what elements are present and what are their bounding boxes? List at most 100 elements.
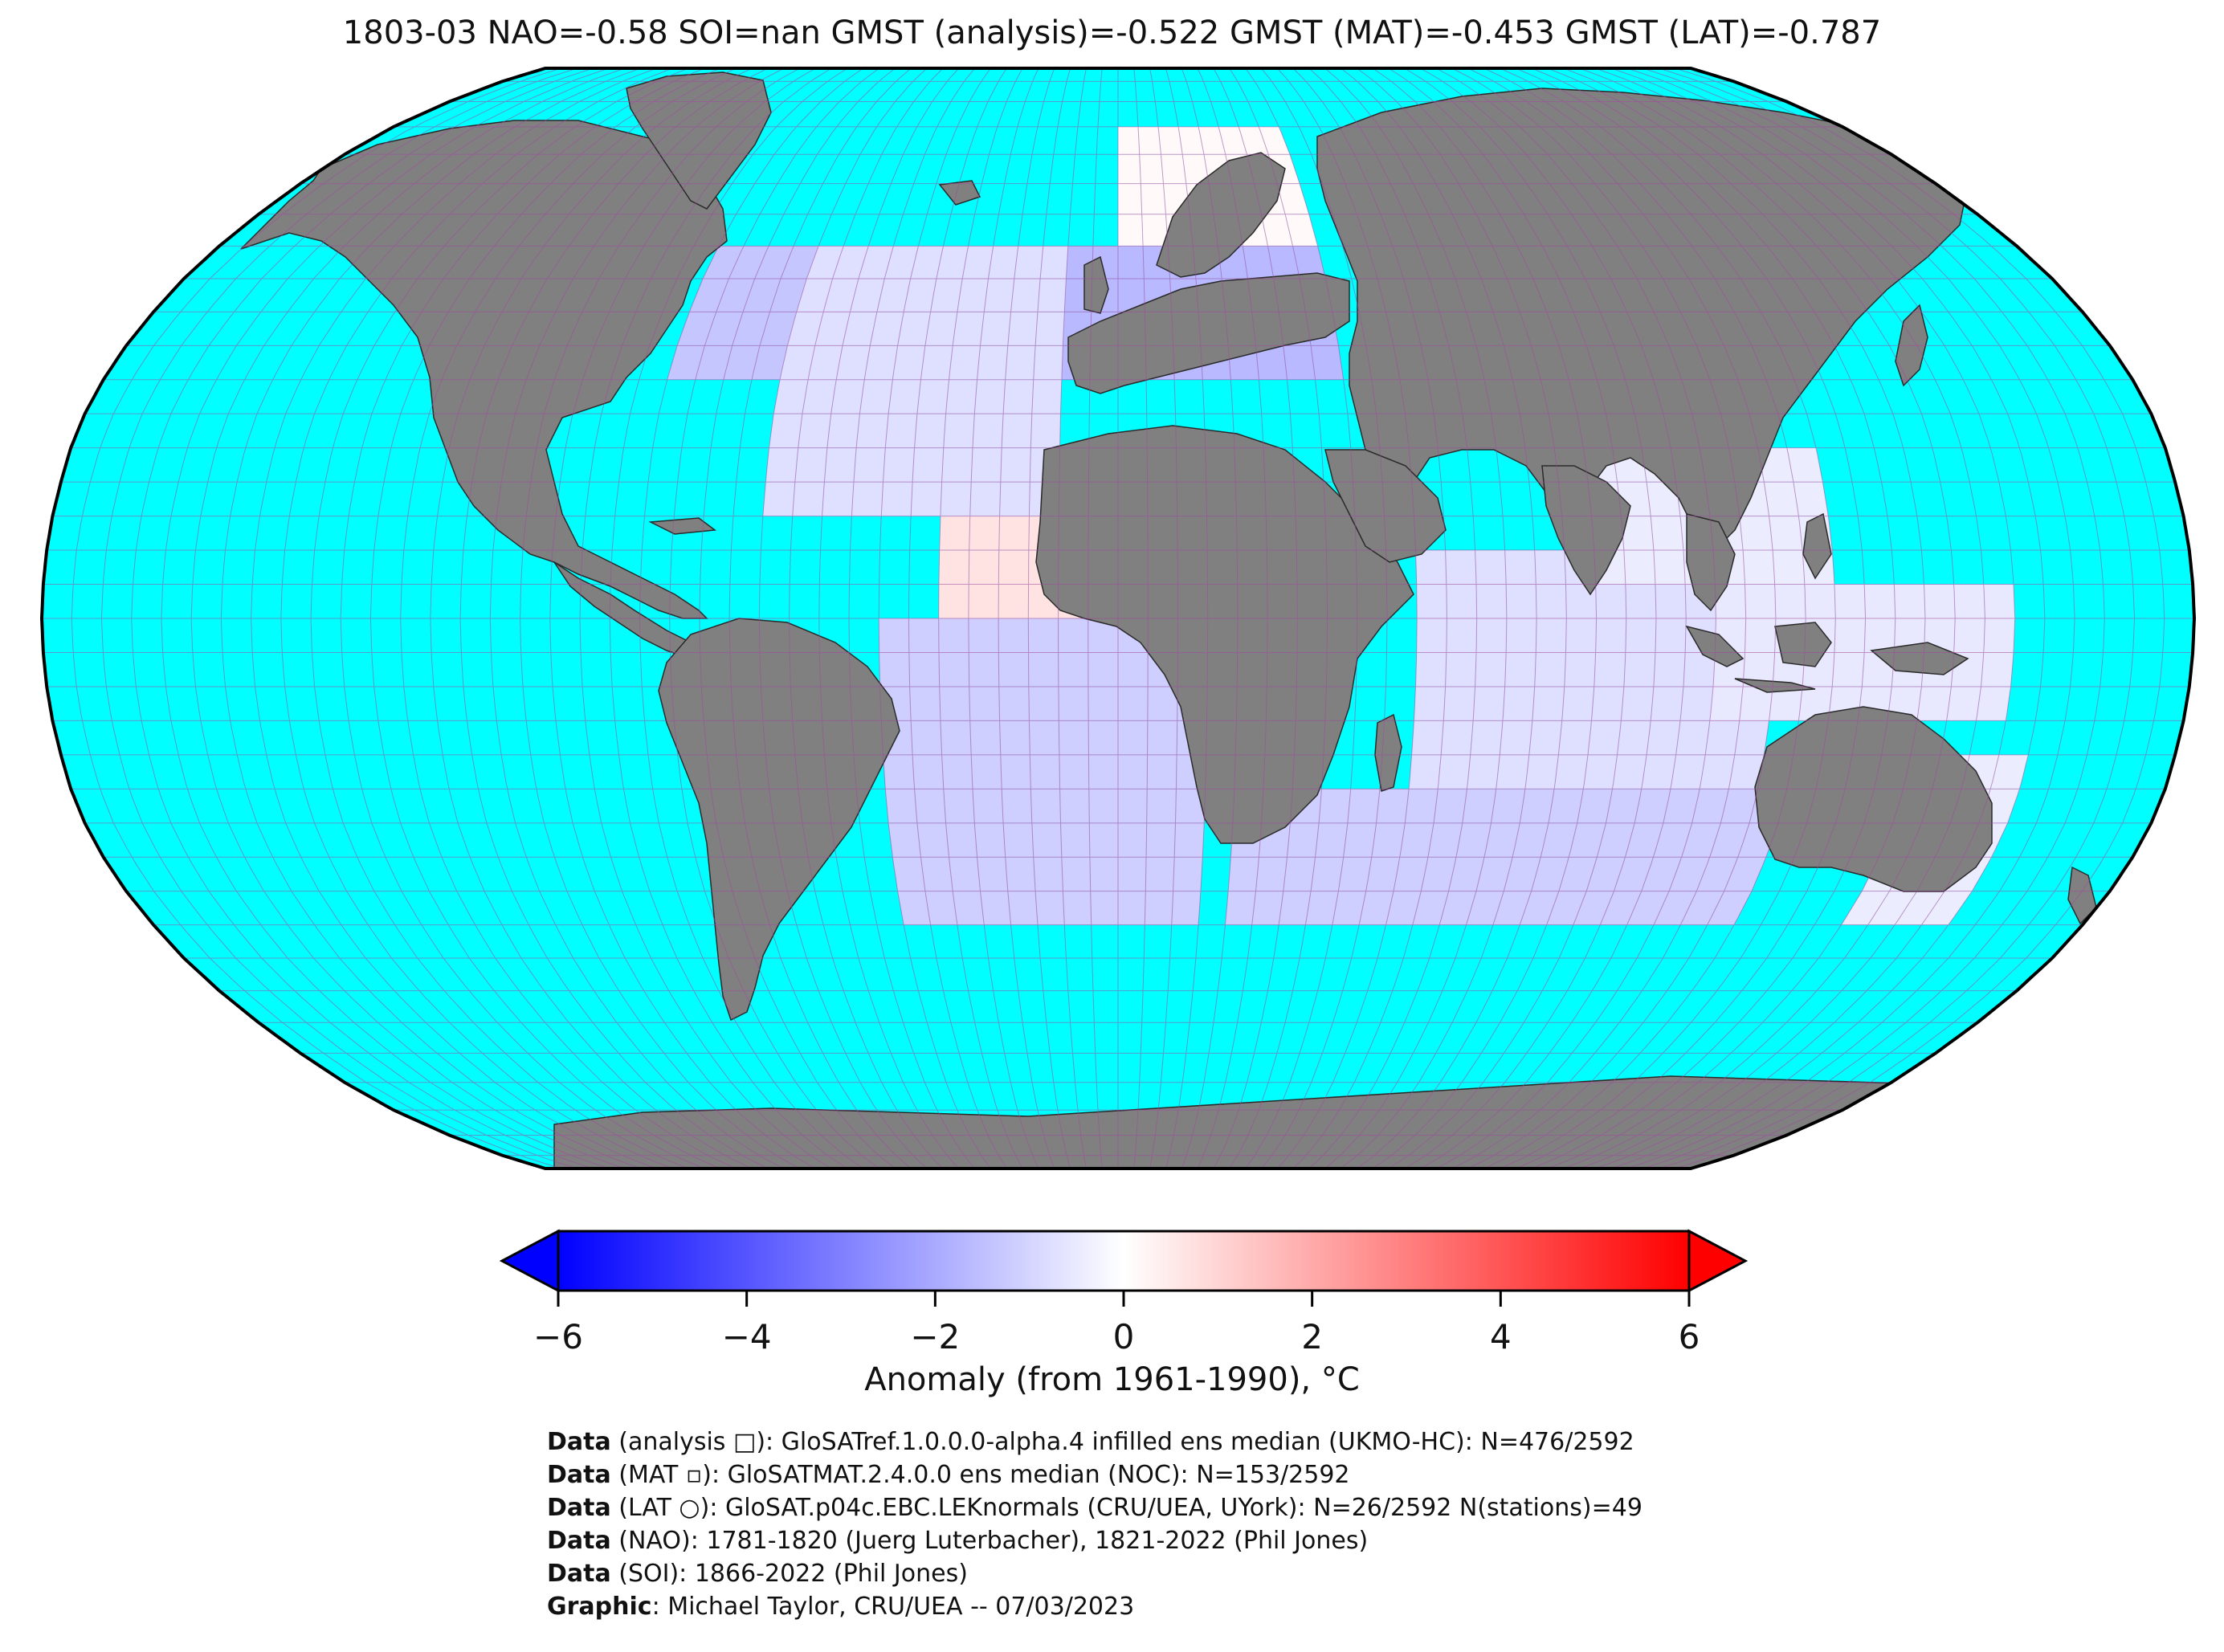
anomaly-cell [897,312,931,346]
anomaly-cell [1500,720,1532,755]
anomaly-cell [1946,686,1981,721]
anomaly-cell [1058,618,1088,653]
anomaly-cell [1005,857,1036,891]
anomaly-cell [1493,891,1532,925]
anomaly-cell [1484,822,1520,858]
anomaly-cell [1343,822,1377,858]
anomaly-cell [999,482,1030,516]
anomaly-cell [1174,822,1205,858]
colorbar-extend-high [1687,1229,1749,1293]
greenland [626,71,772,210]
anomaly-cell [1443,686,1475,721]
anomaly-cell [908,618,939,653]
globe-outline [39,67,2197,1170]
anomaly-cell [773,379,808,414]
north-america [240,120,728,619]
anomaly-cell [1175,789,1206,823]
anomaly-cell [1466,891,1504,925]
anomaly-cell [1319,789,1351,823]
anomaly-cell [1728,754,1765,789]
anomaly-cell [732,312,770,346]
anomaly-cell [1255,345,1287,380]
anomaly-cell [1088,720,1118,755]
anomaly-cell [796,278,833,312]
anomaly-cell [1198,126,1226,155]
colorbar-tick-label: −2 [910,1317,961,1356]
anomaly-cell [968,584,999,618]
anomaly-cell [1739,516,1773,551]
anomaly-cell [1371,822,1406,858]
anomaly-cell [939,516,970,551]
anomaly-cell [968,618,999,653]
anomaly-cell [1594,652,1626,687]
anomaly-cell [998,584,1029,618]
anomaly-cell [1709,822,1750,858]
anomaly-cell [1416,618,1447,653]
anomaly-cell [1178,126,1204,155]
anomaly-cell [1476,857,1513,891]
credit-line-lat: Data (LAT ○): GloSAT.p04c.EBC.LEKnormals… [547,1494,1642,1522]
anomaly-cell [1623,652,1656,687]
anomaly-cell [1000,447,1031,483]
australia [1754,706,1993,892]
anomaly-cell [798,414,831,448]
anomaly-cell [792,482,825,516]
anomaly-cell [1506,584,1537,618]
colorbar-tick-label: 4 [1489,1317,1512,1356]
anomaly-cell [939,652,969,687]
anomaly-cell [1145,891,1173,925]
anomaly-cell [1030,414,1061,448]
anomaly-cell [1591,686,1624,721]
anomaly-cell [1625,584,1656,618]
anomaly-cell [836,345,871,380]
anomaly-cell [885,414,917,448]
indonesia-java [1734,678,1816,693]
anomaly-cell [1525,754,1559,789]
anomaly-cell [1916,686,1952,721]
anomaly-cell [1332,891,1366,925]
philippines [1802,512,1832,580]
anomaly-cell [1626,891,1670,925]
colorbar-ticks [557,1291,1691,1307]
anomaly-cell [794,447,827,483]
anomaly-cell [1088,789,1118,823]
anomaly-cell [1147,754,1177,789]
anomaly-cell [1707,891,1752,925]
anomaly-cell [1924,584,1956,618]
anomaly-cell [1520,789,1555,823]
anomaly-cell [980,312,1011,346]
anomaly-cell [870,312,904,346]
anomaly-cell [971,447,1002,483]
anomaly-cell [1228,857,1259,891]
anomaly-cell [977,857,1008,891]
europe [1067,272,1350,394]
anomaly-cell [1467,754,1500,789]
colorbar-tick-label: 0 [1112,1317,1135,1356]
anomaly-cell [832,246,869,279]
anomaly-cell [1415,550,1447,585]
anomaly-cell [769,278,807,312]
anomaly-cell [1428,822,1463,858]
anomaly-cell [1554,754,1588,789]
anomaly-cell [1028,686,1059,721]
anomaly-cell [1218,126,1247,155]
anomaly-cell [1651,516,1683,551]
anomaly-cell [1061,857,1091,891]
anomaly-cell [1549,789,1584,823]
anomaly-cell [892,857,925,891]
anomaly-cell [814,312,851,346]
anomaly-cell [1983,618,2015,653]
anomaly-cell [1035,891,1065,925]
anomaly-cell [1764,482,1799,516]
anomaly-cell [949,857,981,891]
anomaly-cell [1532,686,1565,721]
anomaly-cell [858,246,894,279]
anomaly-cell [984,278,1014,312]
landmasses [240,71,2097,1169]
anomaly-cell [1394,857,1428,891]
anomaly-cell [1058,686,1089,721]
anomaly-cell [1558,720,1592,755]
anomaly-cell [998,652,1029,687]
anomaly-cell [822,482,854,516]
anomaly-cell [1577,789,1613,823]
